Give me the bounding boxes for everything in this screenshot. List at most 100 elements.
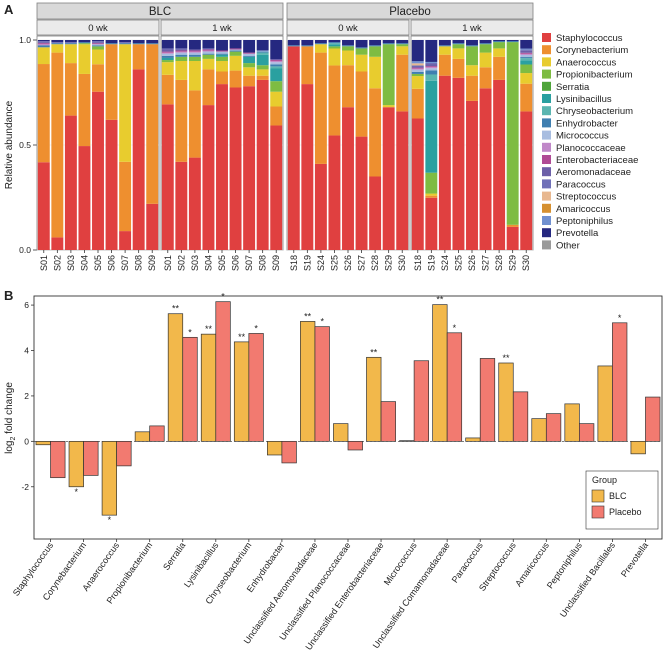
legend-label: Enterobacteriaceae [556, 155, 638, 166]
sample-label: S08 [134, 255, 144, 271]
stack-segment [161, 48, 174, 50]
stack-segment [342, 65, 354, 108]
legend-swatch [542, 57, 551, 67]
stack-segment [425, 64, 438, 67]
stack-segment [506, 42, 519, 225]
stack-segment [342, 46, 354, 51]
legend-label: Peptoniphilus [556, 216, 613, 227]
stack-segment [92, 91, 104, 250]
fold-change-bar [281, 440, 297, 464]
stack-segment [146, 43, 159, 45]
stack-segment [328, 46, 341, 49]
panel-a-stacked-bar-chart: BLC Placebo Relative abundance 0.0 0.5 1.0 0 w… [4, 2, 534, 271]
stack-segment [216, 71, 228, 85]
stack-segment [425, 62, 438, 65]
stack-segment [438, 45, 451, 47]
stack-segment [287, 45, 300, 47]
stack-segment [506, 40, 519, 42]
stack-segment [161, 55, 174, 58]
stack-segment [132, 69, 145, 251]
stack-segment [270, 64, 283, 67]
legend-label: Aeromonadaceae [556, 167, 631, 178]
stack-segment [188, 50, 201, 52]
stack-segment [411, 69, 424, 72]
sample-label: S06 [231, 255, 241, 271]
stack-segment [256, 40, 269, 51]
legend-label: Lysinibacillus [556, 94, 612, 105]
fold-change-bar [167, 313, 184, 442]
stack-segment [188, 51, 201, 53]
sample-label: S29 [508, 255, 518, 271]
stack-segment [119, 231, 132, 250]
stack-segment [119, 42, 132, 44]
legend-swatch [542, 179, 551, 189]
stack-segment [355, 71, 368, 137]
stack-segment [105, 43, 118, 45]
stack-segment [425, 197, 438, 250]
sample-label: S09 [271, 255, 281, 271]
stack-segment [493, 41, 506, 43]
sample-label: S27 [357, 255, 367, 271]
stack-segment [243, 75, 256, 87]
stack-segment [105, 44, 118, 120]
stack-segment [256, 65, 269, 70]
stack-segment [256, 52, 269, 55]
stack-segment [479, 88, 492, 250]
sample-label: S26 [467, 255, 477, 271]
stack-segment [202, 48, 215, 50]
legend-label: Placebo [609, 507, 642, 517]
legend-swatch [542, 142, 551, 152]
stack-segment [243, 56, 256, 64]
stack-segment [452, 58, 465, 78]
stack-segment [78, 43, 91, 45]
facet-strip-label: 0 wk [88, 23, 108, 34]
stack-segment [256, 75, 269, 80]
stack-segment [411, 67, 424, 69]
stack-segment [270, 125, 283, 250]
stack-segment [355, 54, 368, 72]
sample-label: S02 [176, 255, 186, 271]
stack-segment [382, 44, 395, 106]
stack-segment [37, 162, 50, 250]
stack-segment [175, 51, 188, 53]
facet-strip [286, 19, 410, 36]
stack-segment [105, 119, 118, 250]
stack-segment [520, 49, 533, 51]
stack-segment [216, 53, 228, 55]
stack-segment [301, 84, 314, 250]
significance-mark: * [188, 327, 192, 337]
facet-strip [410, 19, 534, 36]
stack-segment [452, 48, 465, 59]
sample-label: S18 [413, 255, 423, 271]
legend-swatch [542, 240, 551, 250]
stack-segment [270, 58, 283, 61]
facet-strip [160, 19, 284, 36]
fold-change-bar [413, 360, 429, 442]
y-tick-label: 2 [24, 391, 29, 401]
stack-segment [188, 54, 201, 57]
stack-segment [466, 65, 478, 76]
stack-segment [452, 44, 465, 49]
significance-mark: ** [436, 295, 444, 305]
stack-segment [270, 91, 283, 107]
stack-segment [92, 40, 104, 42]
stack-segment [229, 87, 242, 251]
fold-change-bar [465, 437, 481, 442]
stack-segment [411, 71, 424, 74]
stack-segment [411, 73, 424, 77]
y-tick-label: 1.0 [19, 35, 31, 45]
legend-swatch [542, 216, 551, 225]
stack-segment [175, 40, 188, 49]
legend-title: Group [592, 475, 617, 485]
legend-swatch [542, 106, 551, 116]
stack-segment [506, 224, 519, 227]
legend-swatch [542, 191, 551, 201]
stack-segment [92, 44, 104, 46]
significance-mark: * [254, 323, 258, 333]
stack-segment [396, 43, 409, 45]
stack-segment [493, 42, 506, 49]
legend-label: Prevotella [556, 228, 599, 239]
legend-label: Anaerococcus [556, 57, 616, 68]
fold-change-bar [380, 401, 396, 442]
